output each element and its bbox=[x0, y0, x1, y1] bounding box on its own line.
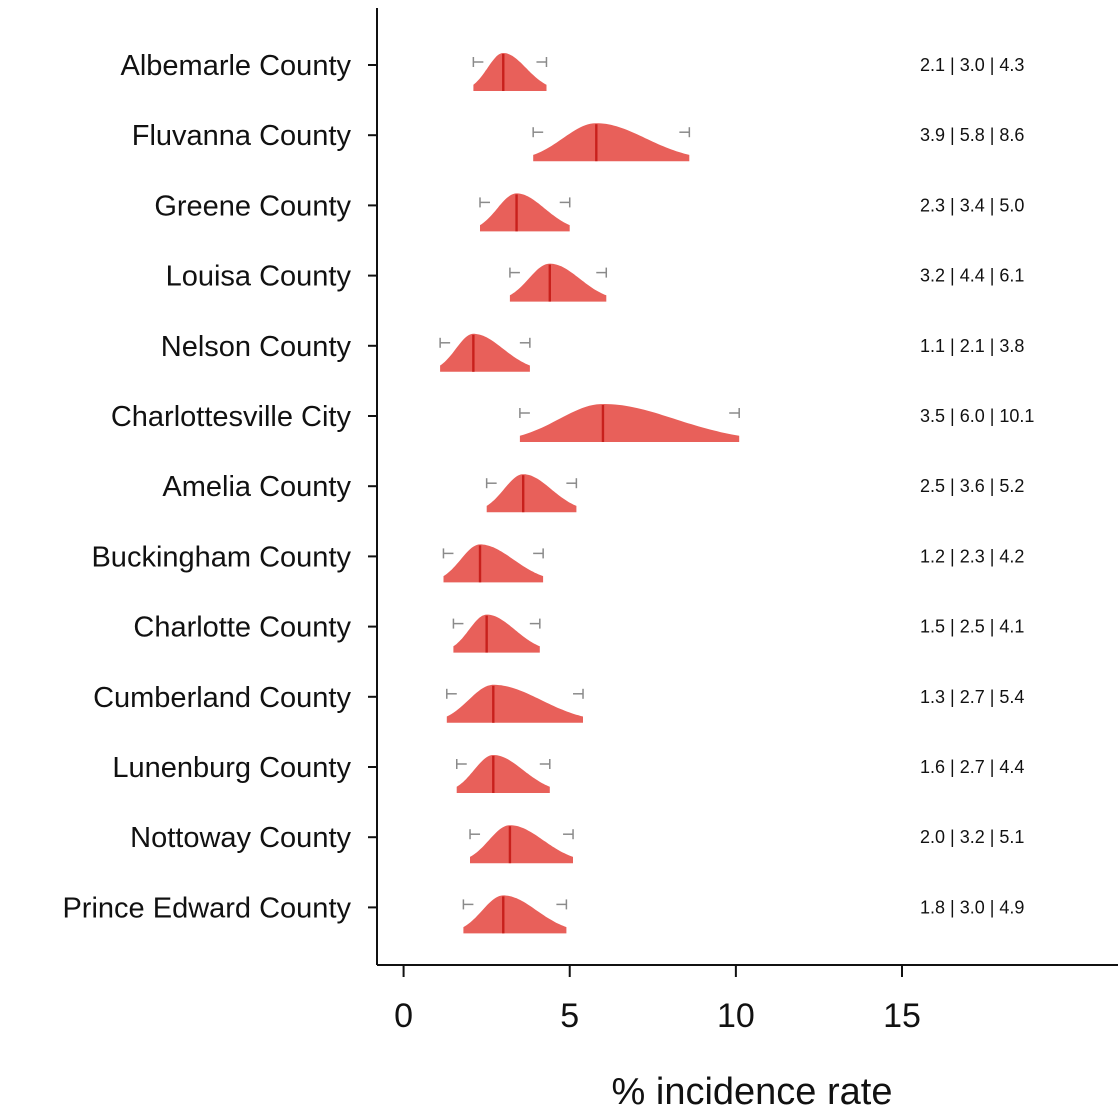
density-11 bbox=[456, 755, 550, 793]
value-label-4: 3.2 | 4.4 | 6.1 bbox=[920, 266, 1024, 286]
category-label-9: Charlotte County bbox=[133, 612, 351, 644]
density-7 bbox=[486, 474, 577, 513]
x-tick-label-10: 10 bbox=[717, 997, 755, 1035]
density-layer bbox=[440, 53, 740, 934]
density-2 bbox=[533, 123, 690, 162]
x-axis-ticks: 0 5 10 15 bbox=[394, 965, 921, 1035]
value-label-10: 1.3 | 2.7 | 5.4 bbox=[920, 687, 1024, 707]
median-layer bbox=[472, 54, 605, 934]
density-8 bbox=[443, 544, 544, 583]
density-5 bbox=[440, 333, 530, 372]
density-12 bbox=[470, 825, 573, 864]
x-tick-label-5: 5 bbox=[560, 997, 579, 1035]
density-3 bbox=[480, 193, 570, 232]
density-4 bbox=[509, 263, 607, 302]
y-axis-ticks bbox=[368, 64, 377, 909]
category-label-1: Albemarle County bbox=[121, 50, 352, 82]
value-label-6: 3.5 | 6.0 | 10.1 bbox=[920, 406, 1034, 426]
value-label-2: 3.9 | 5.8 | 8.6 bbox=[920, 125, 1024, 145]
x-axis-title: % incidence rate bbox=[612, 1071, 893, 1113]
density-9 bbox=[453, 614, 540, 653]
value-label-11: 1.6 | 2.7 | 4.4 bbox=[920, 757, 1024, 777]
category-label-10: Cumberland County bbox=[93, 682, 351, 714]
density-10 bbox=[446, 684, 583, 723]
category-label-4: Louisa County bbox=[166, 261, 352, 293]
category-label-13: Prince Edward County bbox=[62, 892, 351, 924]
category-label-12: Nottoway County bbox=[130, 822, 351, 854]
category-label-6: Charlottesville City bbox=[111, 401, 352, 433]
density-1 bbox=[473, 53, 547, 91]
density-13 bbox=[463, 895, 567, 934]
value-labels: 2.1 | 3.0 | 4.3 3.9 | 5.8 | 8.6 2.3 | 3.4 … bbox=[920, 55, 1034, 917]
category-label-7: Amelia County bbox=[162, 471, 351, 503]
value-label-9: 1.5 | 2.5 | 4.1 bbox=[920, 617, 1024, 637]
value-label-5: 1.1 | 2.1 | 3.8 bbox=[920, 336, 1024, 356]
value-label-13: 1.8 | 3.0 | 4.9 bbox=[920, 897, 1024, 917]
interval-layer bbox=[439, 57, 740, 910]
category-label-2: Fluvanna County bbox=[132, 120, 352, 152]
density-6 bbox=[519, 404, 740, 442]
x-tick-label-0: 0 bbox=[394, 997, 413, 1035]
category-label-11: Lunenburg County bbox=[112, 752, 351, 784]
value-label-7: 2.5 | 3.6 | 5.2 bbox=[920, 476, 1024, 496]
value-label-3: 2.3 | 3.4 | 5.0 bbox=[920, 195, 1024, 215]
value-label-8: 1.2 | 2.3 | 4.2 bbox=[920, 546, 1024, 566]
value-label-12: 2.0 | 3.2 | 5.1 bbox=[920, 827, 1024, 847]
category-label-5: Nelson County bbox=[161, 331, 352, 363]
x-tick-label-15: 15 bbox=[883, 997, 921, 1035]
category-label-8: Buckingham County bbox=[91, 541, 351, 573]
y-axis-labels: Albemarle County Fluvanna County Greene Co… bbox=[62, 50, 351, 924]
value-label-1: 2.1 | 3.0 | 4.3 bbox=[920, 55, 1024, 75]
category-label-3: Greene County bbox=[154, 190, 351, 222]
